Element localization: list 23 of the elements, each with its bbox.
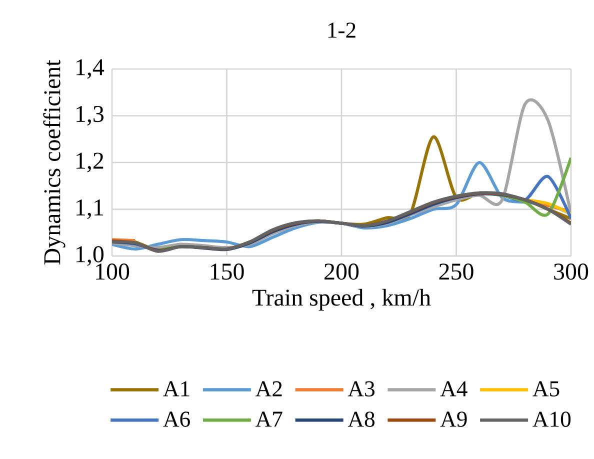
y-tick-label: 1,3 — [76, 106, 104, 126]
x-tick-label: 150 — [210, 264, 244, 280]
y-tick-label: 1,4 — [76, 59, 104, 79]
legend-label: A6 — [163, 412, 190, 427]
x-axis-title: Train speed , km/h — [252, 288, 431, 311]
x-tick-label: 250 — [439, 264, 474, 280]
legend-label: A10 — [532, 412, 571, 427]
y-axis-title: Dynamics coefficient — [43, 60, 66, 265]
y-tick-label: 1,2 — [76, 152, 104, 172]
legend-label: A7 — [256, 412, 282, 427]
legend-label: A5 — [532, 381, 560, 396]
legend-label: A3 — [348, 381, 374, 397]
y-tick-label: 1,0 — [76, 246, 104, 266]
y-tick-label: 1,1 — [76, 199, 104, 220]
legend-label: A8 — [348, 412, 374, 427]
x-tick-label: 300 — [554, 264, 588, 280]
x-tick-label: 100 — [96, 264, 130, 280]
chart-title: 1-2 — [328, 22, 356, 38]
legend-label: A4 — [440, 381, 468, 396]
legend-label: A9 — [440, 412, 467, 427]
legend-label: A2 — [256, 381, 282, 396]
legend-label: A1 — [163, 381, 190, 396]
x-tick-label: 200 — [324, 264, 359, 280]
